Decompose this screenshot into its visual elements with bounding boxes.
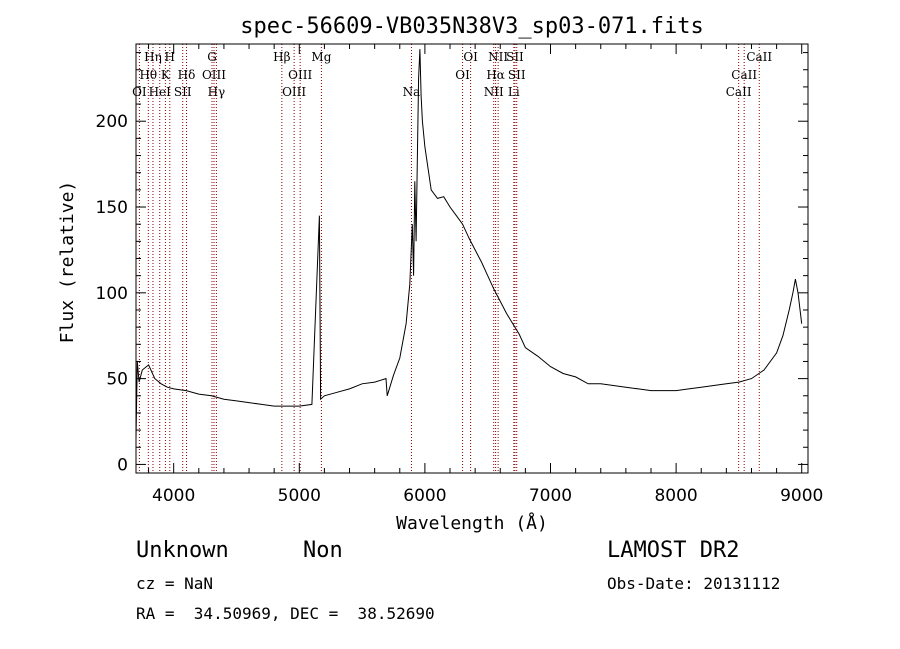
line-label: SII — [506, 50, 524, 64]
line-label: Hη — [144, 50, 162, 64]
x-tick-label: 4000 — [152, 486, 195, 506]
ra-dec-label: RA = 34.50969, DEC = 38.52690 — [136, 604, 435, 623]
x-tick-label: 5000 — [278, 486, 321, 506]
x-tick-label: 7000 — [529, 486, 572, 506]
y-tick-label: 0 — [117, 455, 128, 475]
line-label: Hδ — [178, 68, 196, 82]
survey-label: LAMOST DR2 — [607, 538, 740, 563]
y-axis: 0 50 100 150 200 — [96, 52, 808, 475]
y-axis-label: Flux (relative) — [57, 181, 78, 344]
plot-area — [135, 43, 809, 474]
line-label: CaII — [726, 85, 752, 99]
line-label: SII — [508, 68, 526, 82]
line-label: OI — [455, 68, 470, 82]
line-label: H — [165, 50, 175, 64]
plot-frame — [135, 43, 809, 474]
line-label: OI — [463, 50, 478, 64]
x-axis-label: Wavelength (Å) — [396, 512, 548, 534]
y-tick-label: 100 — [96, 284, 128, 304]
x-axis: 4000 5000 6000 7000 8000 9000 — [148, 44, 823, 506]
line-label: Hβ — [273, 50, 290, 64]
x-tick-label: 6000 — [403, 486, 446, 506]
y-tick-label: 50 — [106, 370, 128, 390]
line-label: NII — [488, 50, 508, 64]
line-label: OIII — [202, 68, 226, 82]
line-label: SII — [174, 85, 192, 99]
line-label: Na — [403, 85, 421, 99]
line-markers — [138, 44, 760, 473]
x-tick-label: 9000 — [780, 486, 823, 506]
line-labels: OIHθHηHeIKHSIIHδGOIIIHγHβOIIIOIIIMgNaOIO… — [132, 50, 772, 99]
line-label: Hα — [486, 68, 505, 82]
line-label: CaII — [746, 50, 772, 64]
cz-label: cz = NaN — [136, 574, 214, 593]
subclass-label: Non — [303, 538, 343, 563]
line-label: OIII — [288, 68, 312, 82]
obs-date-label: Obs-Date: 20131112 — [607, 574, 781, 593]
class-label: Unknown — [136, 538, 229, 563]
line-label: Hθ — [139, 68, 157, 82]
line-label: Li — [508, 85, 520, 99]
line-label: Hγ — [208, 85, 226, 99]
chart-title: spec-56609-VB035N38V3_sp03-071.fits — [240, 14, 704, 39]
spectrum-line — [135, 49, 803, 439]
line-label: CaII — [731, 68, 757, 82]
line-label: HeI — [149, 85, 172, 99]
line-label: K — [161, 68, 171, 82]
line-label: NII — [484, 85, 504, 99]
line-label: G — [207, 50, 217, 64]
y-tick-label: 200 — [96, 112, 128, 132]
y-tick-label: 150 — [96, 198, 128, 218]
line-label: Mg — [311, 50, 331, 64]
x-tick-label: 8000 — [654, 486, 697, 506]
line-label: OIII — [282, 85, 306, 99]
